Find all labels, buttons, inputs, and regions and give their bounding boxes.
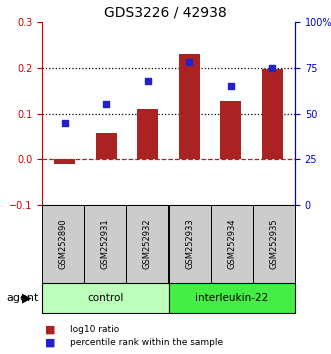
Text: ■: ■ xyxy=(45,324,56,334)
Text: GSM252932: GSM252932 xyxy=(143,219,152,269)
Text: ▶: ▶ xyxy=(22,291,32,304)
Text: interleukin-22: interleukin-22 xyxy=(195,293,268,303)
Bar xyxy=(137,109,158,159)
Text: percentile rank within the sample: percentile rank within the sample xyxy=(70,338,223,347)
Point xyxy=(145,78,150,84)
Point xyxy=(228,83,233,89)
Bar xyxy=(96,133,117,159)
Text: GSM252931: GSM252931 xyxy=(101,219,110,269)
Text: GSM252933: GSM252933 xyxy=(185,219,194,269)
Point xyxy=(187,59,192,65)
Text: GSM252935: GSM252935 xyxy=(269,219,278,269)
Text: agent: agent xyxy=(7,293,39,303)
Text: log10 ratio: log10 ratio xyxy=(70,325,119,334)
Point xyxy=(62,120,68,125)
Point xyxy=(104,102,109,107)
Text: GDS3226 / 42938: GDS3226 / 42938 xyxy=(104,5,227,19)
Point xyxy=(269,65,275,70)
Bar xyxy=(54,159,75,164)
Text: GSM252890: GSM252890 xyxy=(59,219,68,269)
Bar xyxy=(220,101,241,159)
Bar xyxy=(179,54,200,159)
Text: ■: ■ xyxy=(45,337,56,347)
Text: GSM252934: GSM252934 xyxy=(227,219,236,269)
Text: control: control xyxy=(87,293,123,303)
Bar xyxy=(262,69,283,159)
